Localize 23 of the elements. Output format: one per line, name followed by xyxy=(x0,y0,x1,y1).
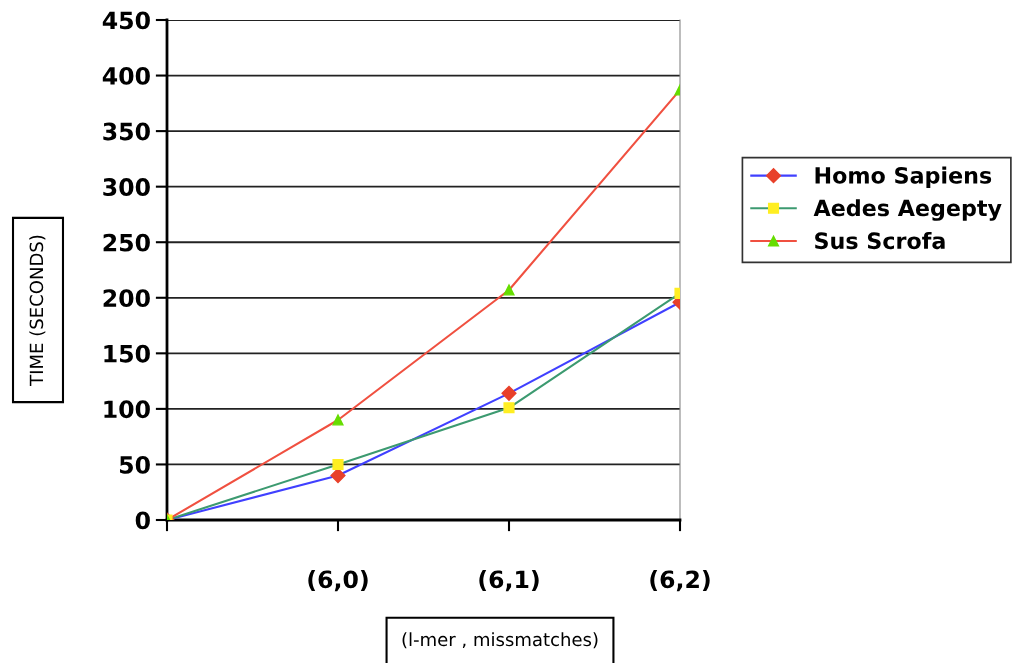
y-tick-label: 300 xyxy=(103,178,150,196)
y-tick-label: 350 xyxy=(103,122,150,141)
legend-label: Homo Sapiens xyxy=(815,166,992,189)
point xyxy=(332,458,344,471)
legend-label: Sus Scrofa xyxy=(815,231,945,250)
point xyxy=(332,414,344,426)
point xyxy=(503,284,515,296)
point xyxy=(501,385,517,401)
y-tick-label: 200 xyxy=(103,289,150,308)
y-tick-label: 250 xyxy=(103,233,150,252)
x-axis-title: (l-mer , missmatches) xyxy=(402,632,598,649)
y-tick-label: 100 xyxy=(104,400,150,419)
y-axis-title: TIME (SECONDS) xyxy=(29,235,46,386)
y-tick-label: 450 xyxy=(102,11,150,30)
x-tick-label: (6,2) xyxy=(650,570,710,592)
legend-label: Aedes Aegepty xyxy=(813,199,1002,221)
x-tick-label: (6,1) xyxy=(479,570,539,592)
y-tick-label: 400 xyxy=(102,67,150,85)
y-tick-label: 0 xyxy=(135,511,150,530)
point xyxy=(503,402,515,414)
x-tick-label: (6,0) xyxy=(308,570,368,592)
y-tick-label: 150 xyxy=(104,344,150,363)
y-tick-label: 50 xyxy=(119,455,150,474)
